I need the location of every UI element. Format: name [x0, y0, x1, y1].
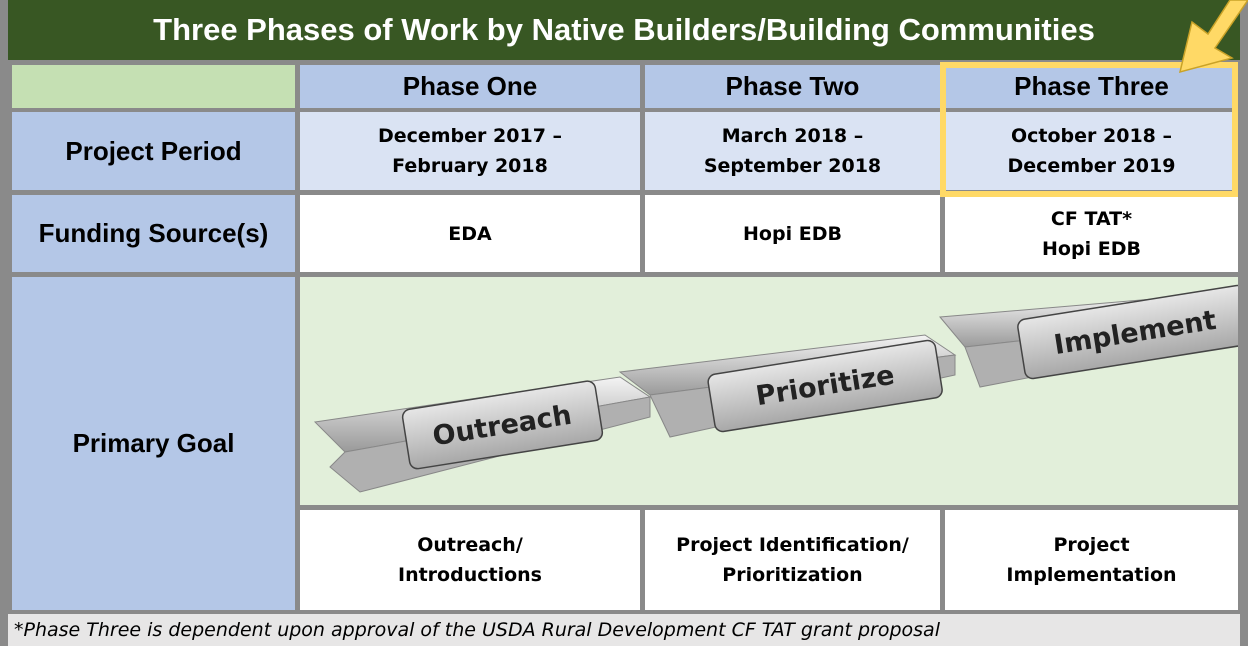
cell-line: September 2018	[703, 155, 882, 177]
cell: Hopi EDB	[645, 195, 940, 272]
cell: Project Implementation	[945, 510, 1238, 610]
cell-line: Hopi EDB	[743, 222, 842, 245]
title: Three Phases of Work by Native Builders/…	[8, 0, 1240, 60]
phase-header: Phase One	[300, 65, 640, 108]
cell-line: March 2018 –	[721, 125, 864, 147]
corner-cell	[12, 65, 295, 108]
cell-line: Outreach/	[417, 534, 523, 556]
phase-header: Phase Three	[945, 65, 1238, 108]
cell-line: Hopi EDB	[1042, 237, 1141, 260]
cell-line: CF TAT*	[1050, 207, 1133, 230]
cell-line: Project	[1053, 534, 1130, 556]
cell-line: Prioritization	[722, 564, 863, 586]
cell-line: Project Identification/	[676, 534, 909, 556]
cell: December 2017 – February 2018	[300, 112, 640, 190]
cell-line: October 2018 –	[1010, 125, 1173, 147]
row-label: Project Period	[12, 112, 295, 190]
step: Implement	[939, 284, 1238, 388]
cell-line: February 2018	[392, 155, 548, 177]
cell-line: EDA	[448, 222, 492, 245]
row-label: Funding Source(s)	[12, 195, 295, 272]
cell: Project Identification/Prioritization	[645, 510, 940, 610]
arrow	[1178, 0, 1248, 74]
cell: CF TAT* Hopi EDB	[945, 195, 1238, 272]
diagram: Outreach Prioritize Implement	[300, 277, 1238, 505]
phase-header: Phase Two	[645, 65, 940, 108]
step: Prioritize	[618, 334, 957, 438]
step: Outreach	[313, 376, 652, 493]
cell: Outreach/Introductions	[300, 510, 640, 610]
cell: March 2018 – September 2018	[645, 112, 940, 190]
row-label: Primary Goal	[12, 277, 295, 610]
cell: October 2018 – December 2019	[945, 112, 1238, 190]
cell-line: Introductions	[398, 564, 542, 586]
footnote: *Phase Three is dependent upon approval …	[8, 614, 1240, 646]
cell-line: Implementation	[1006, 564, 1177, 586]
cell-line: December 2019	[1007, 155, 1176, 177]
highlight-box	[940, 62, 1238, 197]
cell: EDA	[300, 195, 640, 272]
cell-line: December 2017 –	[377, 125, 563, 147]
